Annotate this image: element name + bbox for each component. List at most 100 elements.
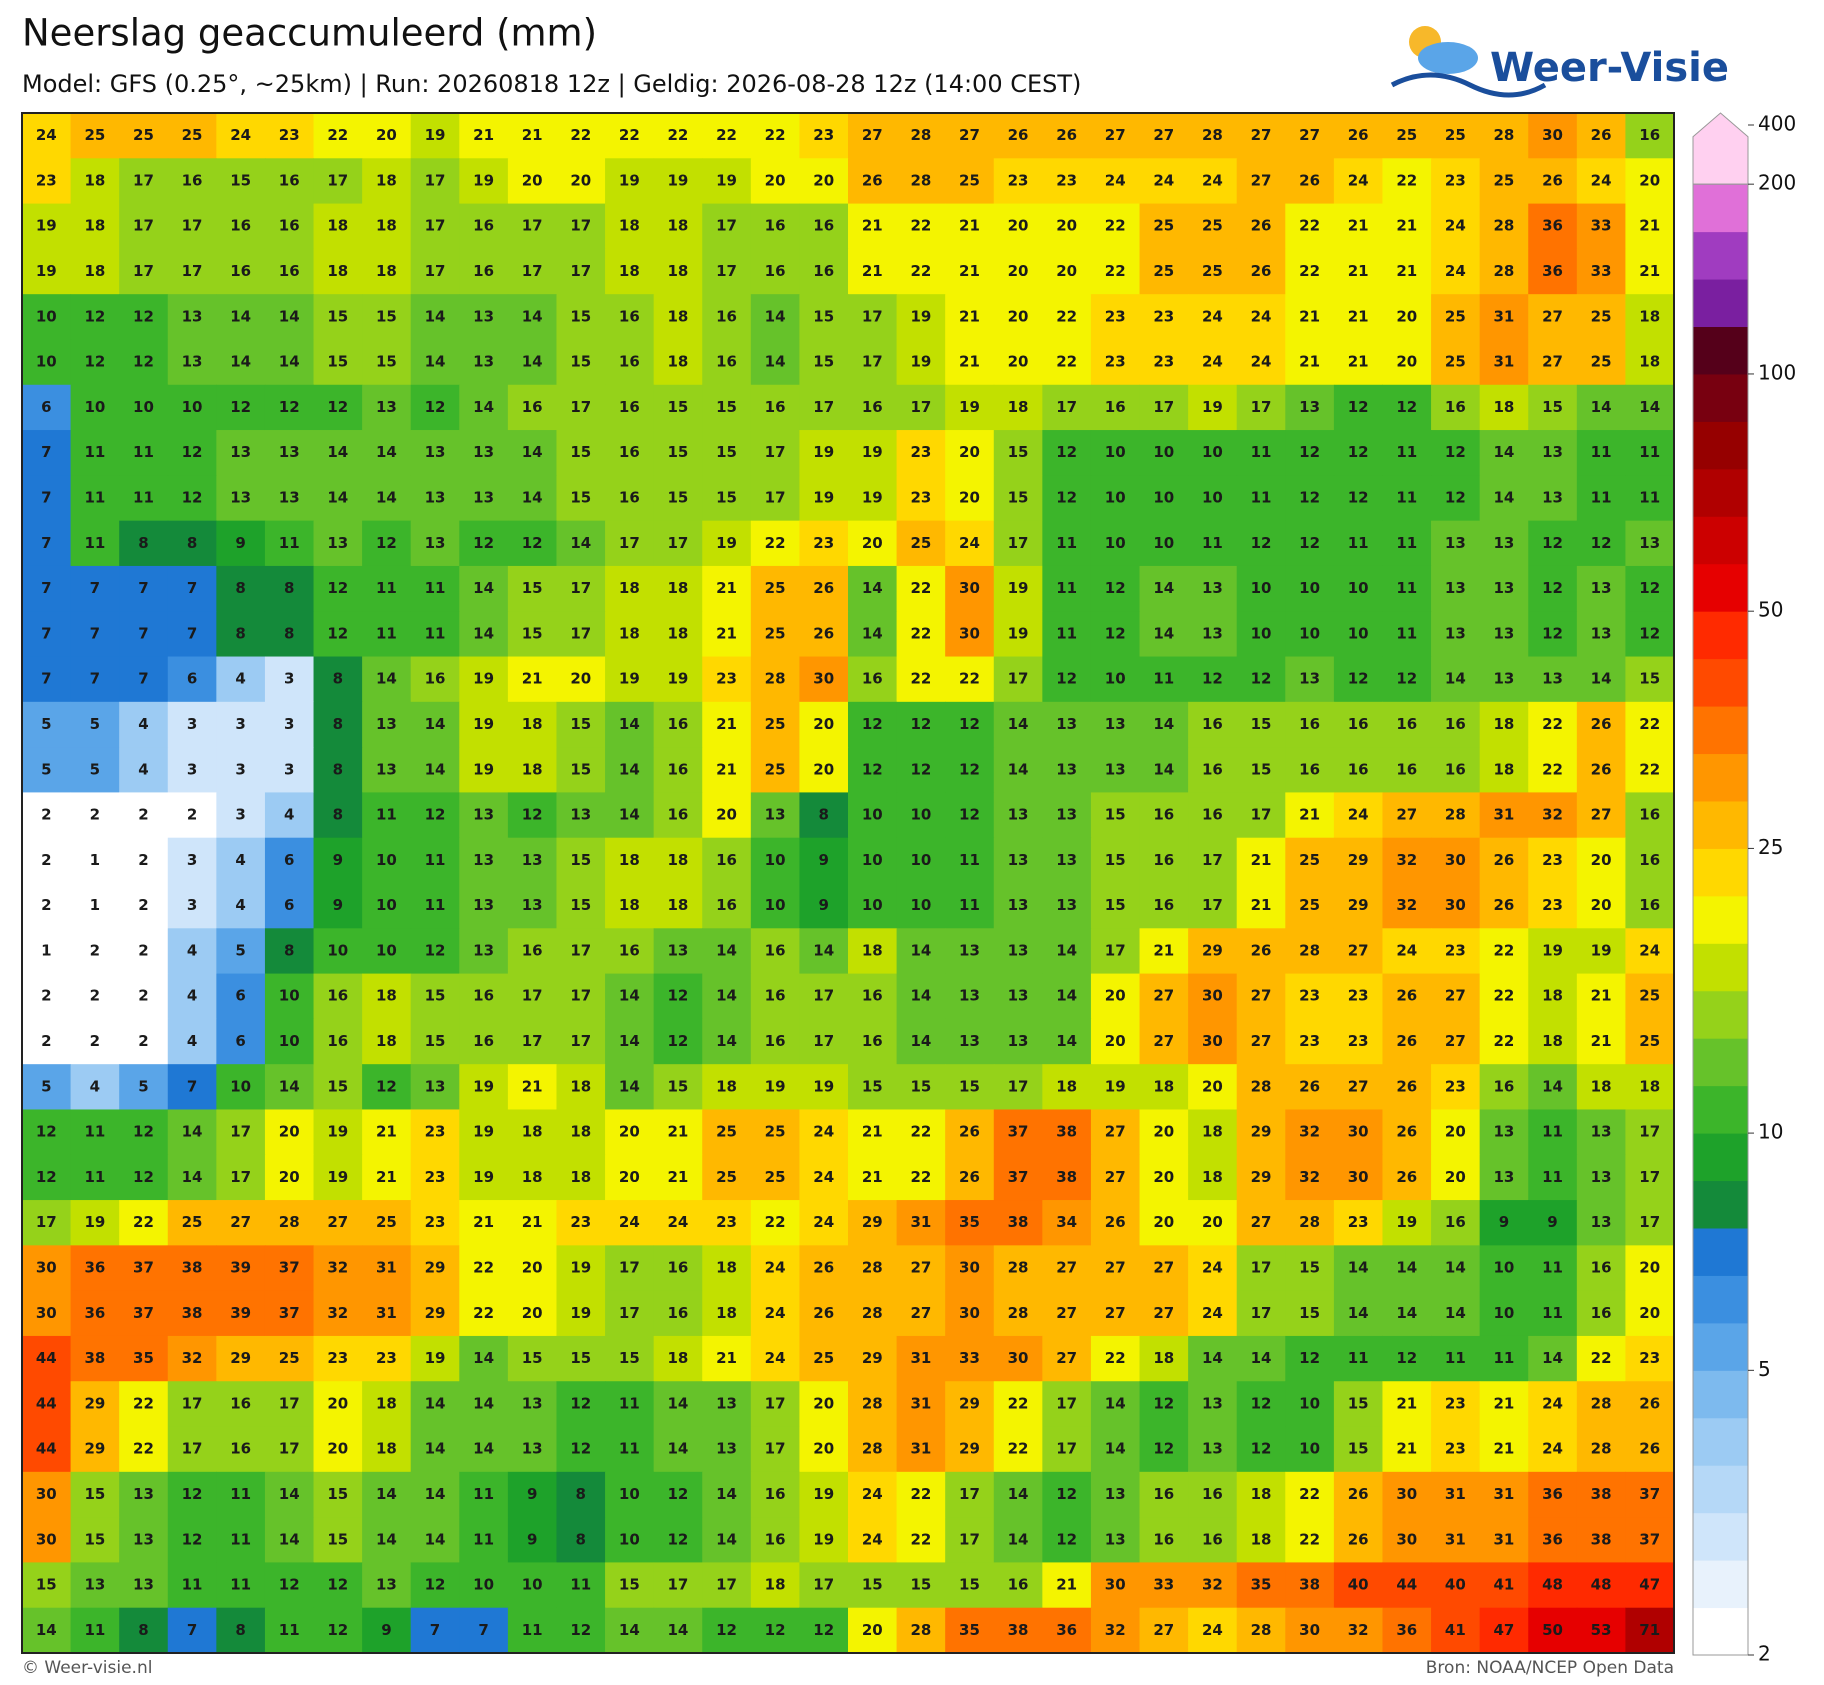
precip-cell bbox=[1431, 1607, 1481, 1654]
cell-label: 14 bbox=[473, 1349, 494, 1367]
precip-cell bbox=[653, 158, 703, 205]
cell-label: 16 bbox=[813, 262, 834, 280]
precip-cell bbox=[507, 837, 557, 884]
precip-cell bbox=[1333, 565, 1383, 612]
cell-label: 11 bbox=[425, 851, 446, 869]
cell-label: 16 bbox=[1445, 760, 1466, 778]
colorbar-segment bbox=[1693, 1085, 1748, 1134]
precip-cell bbox=[653, 1426, 703, 1473]
precip-cell bbox=[1333, 520, 1383, 567]
cell-label: 29 bbox=[425, 1304, 446, 1322]
precip-cell bbox=[750, 1109, 800, 1156]
precip-cell bbox=[1139, 565, 1189, 612]
cell-label: 8 bbox=[235, 1621, 245, 1639]
precip-cell bbox=[1625, 384, 1675, 431]
cell-label: 14 bbox=[716, 1485, 737, 1503]
cell-label: 17 bbox=[230, 1168, 251, 1186]
cell-label: 10 bbox=[1153, 489, 1174, 507]
precip-cell bbox=[896, 1245, 946, 1292]
precip-cell bbox=[1042, 1562, 1092, 1609]
precip-cell bbox=[896, 1607, 946, 1654]
colorbar-segment bbox=[1693, 184, 1748, 233]
cell-label: 22 bbox=[1008, 1440, 1029, 1458]
precip-cell bbox=[1188, 1018, 1238, 1065]
precip-cell bbox=[1333, 248, 1383, 295]
precip-cell bbox=[1576, 339, 1626, 386]
precip-cell bbox=[1042, 837, 1092, 884]
precip-cell bbox=[1090, 520, 1141, 567]
cell-label: 10 bbox=[1494, 1304, 1515, 1322]
cell-label: 27 bbox=[1251, 1032, 1272, 1050]
precip-cell bbox=[1285, 1471, 1335, 1518]
precip-cell bbox=[264, 1335, 315, 1382]
precip-cell bbox=[216, 1109, 266, 1156]
precip-cell bbox=[945, 339, 995, 386]
cell-label: 18 bbox=[1494, 715, 1515, 733]
precip-cell bbox=[1431, 837, 1481, 884]
cell-label: 10 bbox=[910, 896, 931, 914]
precip-cell bbox=[1236, 384, 1286, 431]
precip-cell bbox=[896, 1426, 946, 1473]
cell-label: 16 bbox=[230, 1440, 251, 1458]
cell-label: 16 bbox=[230, 217, 251, 235]
precip-cell bbox=[313, 1200, 363, 1246]
precip-cell bbox=[1139, 248, 1189, 295]
precip-cell bbox=[1479, 1335, 1529, 1382]
cell-label: 28 bbox=[862, 1259, 883, 1277]
precip-cell bbox=[848, 1426, 898, 1473]
precip-cell bbox=[1236, 203, 1286, 250]
precip-cell bbox=[167, 973, 217, 1020]
precip-cell bbox=[1333, 928, 1383, 975]
cell-label: 18 bbox=[1202, 1123, 1223, 1141]
precip-cell bbox=[702, 294, 752, 340]
cell-label: 2 bbox=[138, 851, 148, 869]
precip-cell bbox=[313, 1335, 363, 1382]
cell-label: 3 bbox=[187, 760, 197, 778]
cell-label: 23 bbox=[425, 1213, 446, 1231]
precip-cell bbox=[848, 113, 898, 159]
cell-label: 23 bbox=[376, 1349, 397, 1367]
precip-cell bbox=[1576, 701, 1626, 748]
precip-cell bbox=[605, 656, 655, 703]
cell-label: 30 bbox=[959, 579, 980, 597]
precip-cell bbox=[264, 520, 315, 567]
precip-cell bbox=[848, 294, 898, 340]
precip-cell bbox=[362, 1335, 412, 1382]
cell-label: 35 bbox=[959, 1621, 980, 1639]
cell-label: 27 bbox=[1591, 806, 1612, 824]
cell-label: 29 bbox=[1202, 941, 1223, 959]
cell-label: 17 bbox=[1008, 534, 1029, 552]
cell-label: 14 bbox=[522, 307, 543, 325]
cell-label: 13 bbox=[1494, 624, 1515, 642]
cell-label: 12 bbox=[327, 579, 348, 597]
cell-label: 14 bbox=[765, 353, 786, 371]
cell-label: 27 bbox=[1153, 987, 1174, 1005]
cell-label: 2 bbox=[41, 896, 51, 914]
precip-cell bbox=[702, 158, 752, 205]
precip-cell bbox=[264, 565, 315, 612]
precip-cell bbox=[1139, 611, 1189, 658]
precip-cell bbox=[799, 294, 849, 340]
cell-label: 26 bbox=[813, 579, 834, 597]
cell-label: 9 bbox=[1547, 1213, 1557, 1231]
cell-label: 27 bbox=[230, 1213, 251, 1231]
colorbar-segment bbox=[1693, 1322, 1748, 1371]
cell-label: 24 bbox=[1348, 171, 1369, 189]
colorbar-segment bbox=[1693, 1560, 1748, 1609]
precip-cell bbox=[1576, 611, 1626, 658]
precip-cell bbox=[119, 1335, 169, 1382]
cell-label: 30 bbox=[813, 670, 834, 688]
cell-label: 14 bbox=[1542, 1077, 1563, 1095]
cell-label: 36 bbox=[1542, 1530, 1563, 1548]
precip-cell bbox=[848, 1517, 898, 1563]
cell-label: 15 bbox=[522, 1349, 543, 1367]
cell-label: 13 bbox=[522, 1394, 543, 1412]
cell-label: 10 bbox=[36, 353, 57, 371]
precip-cell bbox=[410, 837, 460, 884]
cell-label: 8 bbox=[235, 579, 245, 597]
precip-cell bbox=[1528, 1471, 1578, 1518]
cell-label: 12 bbox=[36, 1168, 57, 1186]
precip-cell bbox=[993, 611, 1043, 658]
cell-label: 24 bbox=[1542, 1394, 1563, 1412]
